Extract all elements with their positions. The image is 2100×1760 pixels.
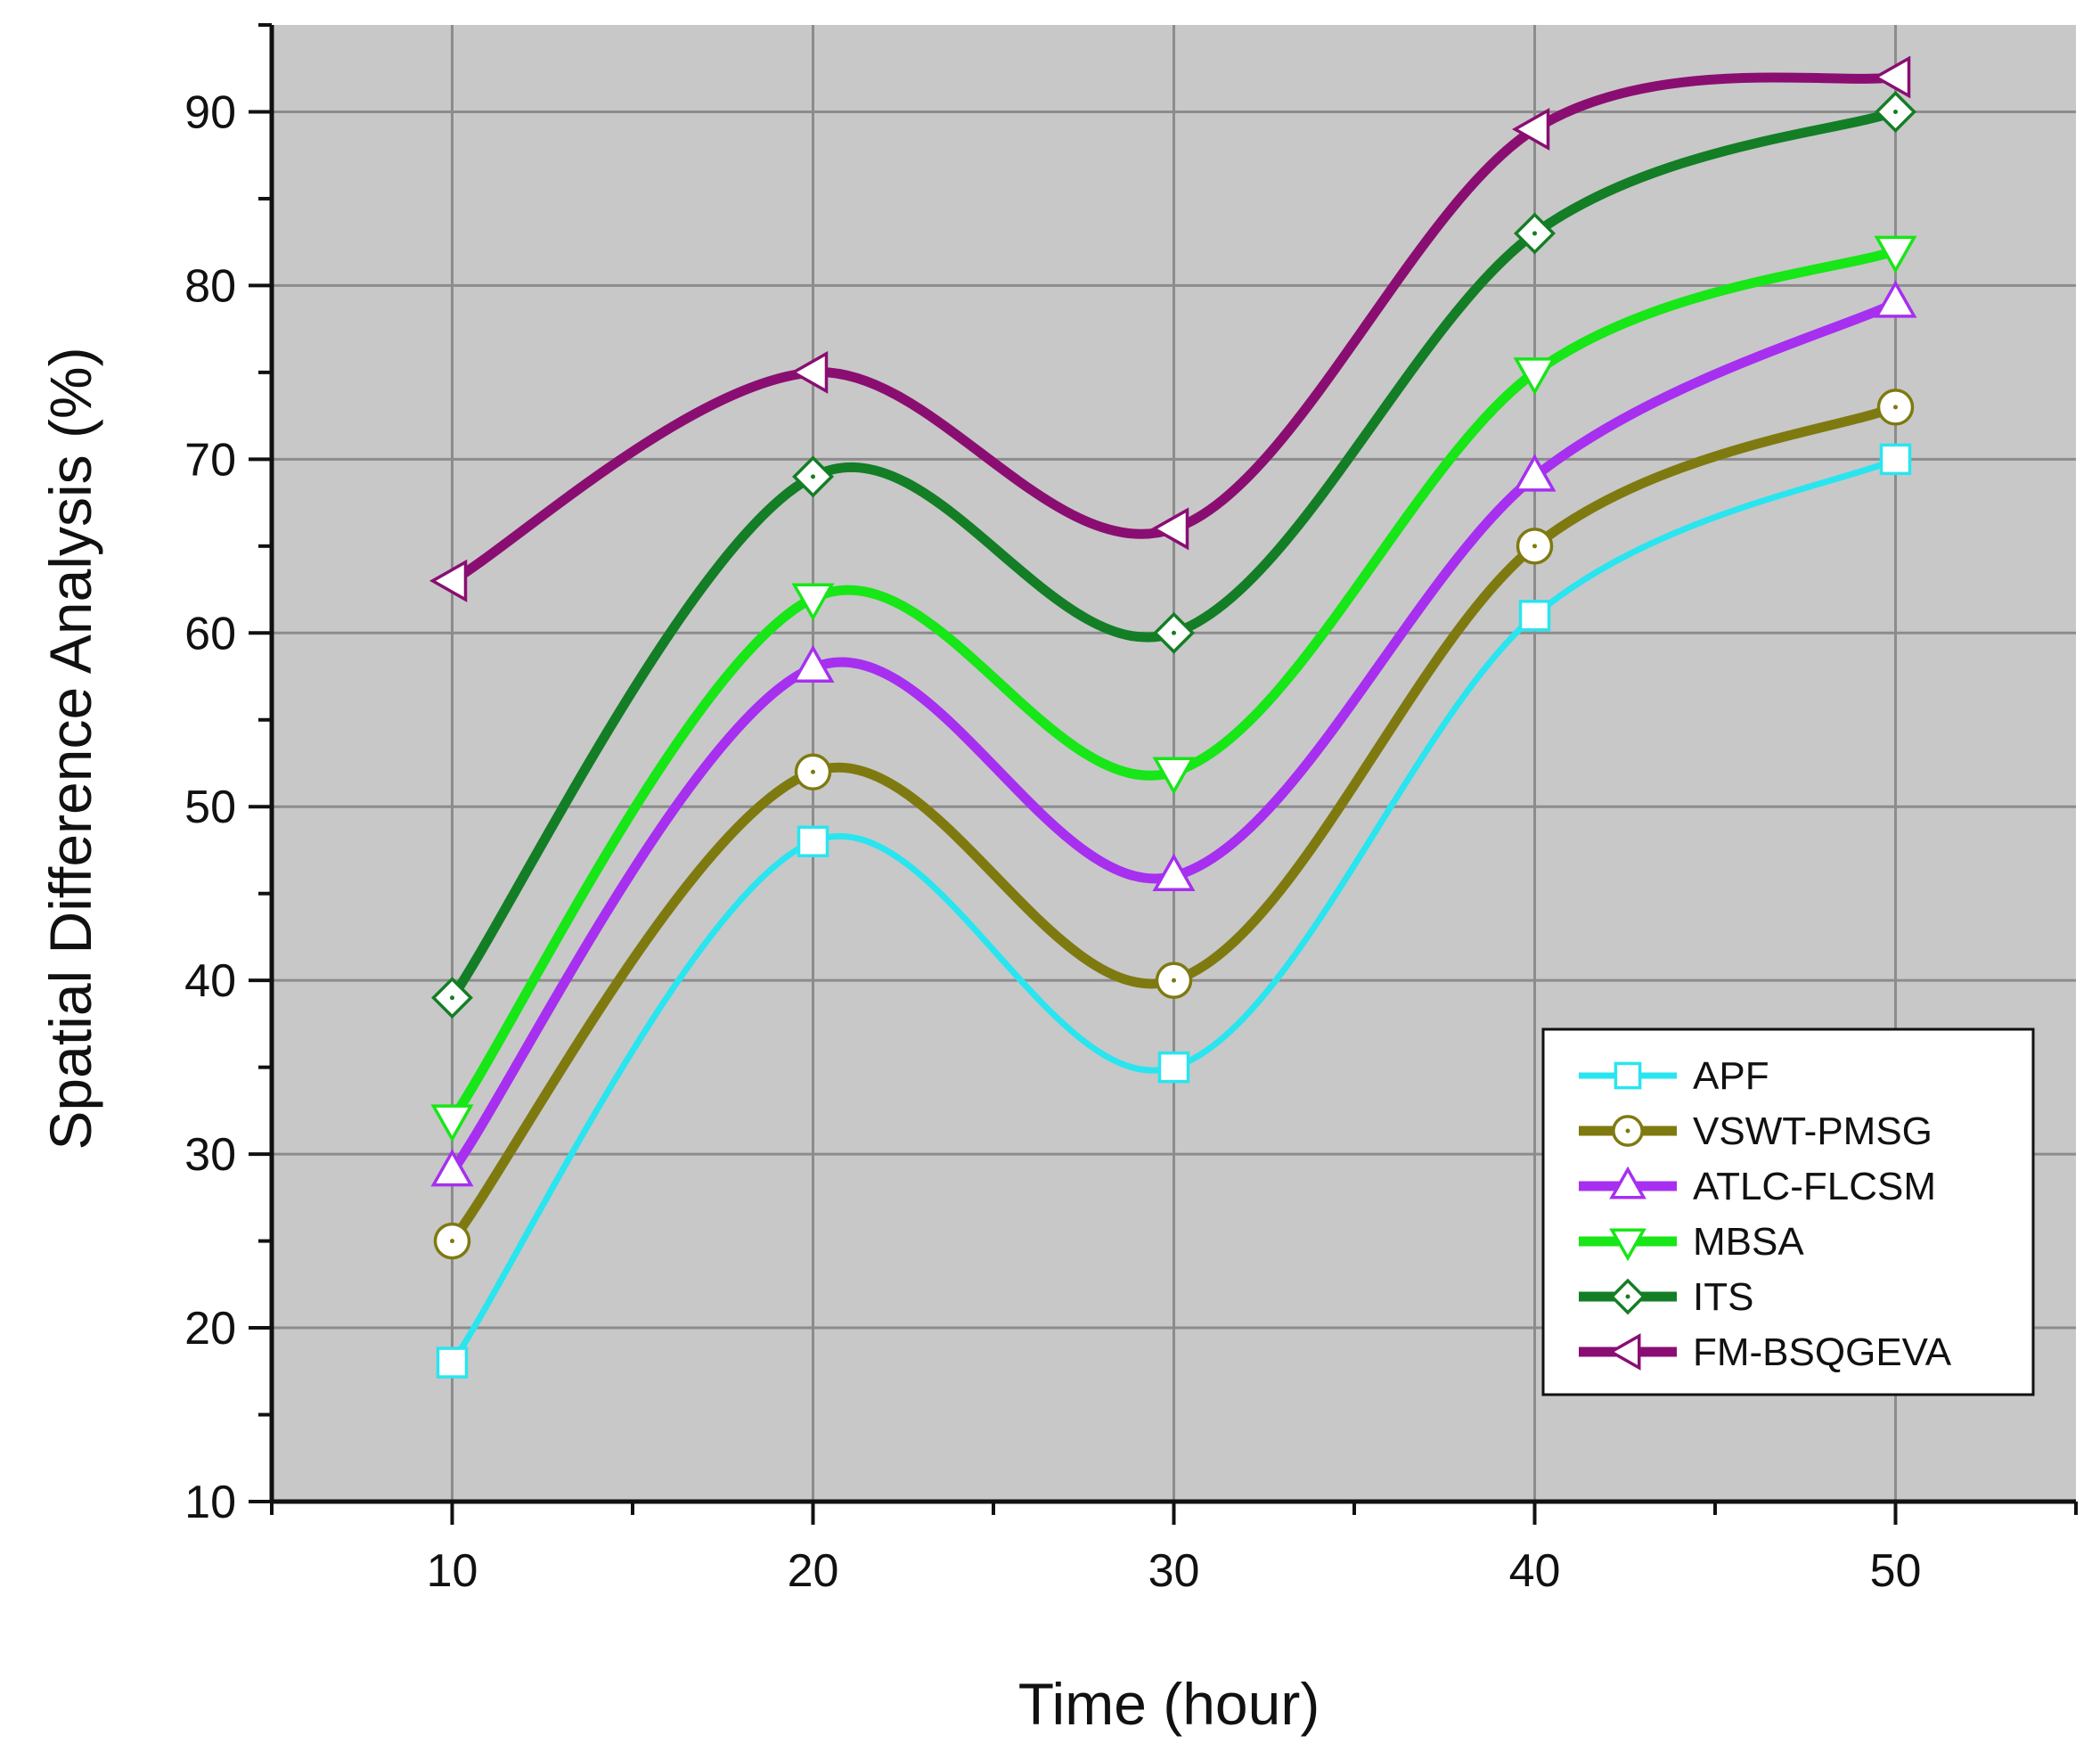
marker-outline — [1609, 1166, 1646, 1199]
marker-dot — [1172, 630, 1176, 635]
series-line — [447, 298, 1900, 1177]
y-axis-title: Spatial Difference Analysis (%) — [37, 347, 103, 1150]
data-marker — [791, 583, 835, 621]
x-tick-label: 30 — [1148, 1545, 1200, 1597]
data-marker — [1153, 611, 1195, 654]
marker-outline — [791, 644, 835, 684]
data-marker — [1875, 90, 1916, 133]
marker-dot — [811, 474, 815, 479]
x-tick-label: 50 — [1870, 1545, 1922, 1597]
marker-dot — [450, 1239, 454, 1244]
marker-outline — [1872, 55, 1911, 99]
marker-outline — [1513, 454, 1557, 492]
marker-outline — [430, 1149, 474, 1187]
data-marker — [794, 753, 832, 790]
data-marker — [1874, 280, 1917, 318]
data-marker — [1155, 962, 1193, 999]
data-marker — [1612, 1115, 1644, 1147]
legend-label: ITS — [1693, 1275, 1753, 1319]
data-marker — [430, 1104, 474, 1142]
axes: 10 20 30 40 50 10 20 30 40 50 60 70 80 90 — [184, 23, 2078, 1597]
marker-outline — [1874, 235, 1917, 274]
data-marker — [1513, 357, 1557, 396]
data-marker — [436, 1347, 469, 1379]
data-marker — [1157, 1051, 1190, 1084]
data-marker — [797, 825, 829, 857]
data-marker — [1874, 235, 1917, 274]
y-tick-label: 50 — [184, 782, 236, 833]
data-marker — [1516, 528, 1554, 565]
marker-dot — [450, 995, 454, 1001]
data-marker — [1511, 107, 1550, 151]
series-line — [447, 106, 1900, 1003]
marker-dot — [1625, 1128, 1630, 1134]
legend: APF VSWT-PMSG ATLC-FLCSM MBSA ITS FM-BSQGEVA — [1541, 1027, 2035, 1396]
y-tick-label: 70 — [184, 434, 236, 486]
marker-outline — [430, 1104, 474, 1142]
x-axis-title: Time (hour) — [1018, 1671, 1320, 1737]
y-tick-label: 10 — [184, 1477, 236, 1528]
y-tick-label: 80 — [184, 260, 236, 312]
data-marker — [792, 455, 834, 498]
data-marker — [1609, 1228, 1646, 1262]
data-marker — [1150, 507, 1189, 551]
data-marker — [1609, 1166, 1646, 1199]
marker-outline — [1513, 357, 1557, 396]
legend-label: ATLC-FLCSM — [1693, 1165, 1936, 1208]
marker-outline — [429, 559, 468, 602]
data-marker — [433, 1222, 471, 1260]
y-tick-label: 40 — [184, 955, 236, 1007]
marker-outline — [1152, 853, 1196, 891]
data-marker — [1514, 212, 1556, 255]
data-marker — [429, 559, 468, 602]
data-marker — [430, 1149, 474, 1187]
x-tick-label: 10 — [427, 1545, 478, 1597]
legend-label: VSWT-PMSG — [1693, 1109, 1932, 1153]
series-line — [449, 455, 1899, 1366]
y-tick-label: 20 — [184, 1303, 236, 1355]
y-tick-label: 60 — [184, 608, 236, 659]
data-marker — [1518, 600, 1551, 632]
marker-dot — [1893, 109, 1898, 114]
marker-outline — [1609, 1228, 1646, 1262]
x-tick-label: 20 — [788, 1545, 839, 1597]
marker-dot — [1625, 1294, 1630, 1299]
data-marker — [431, 977, 473, 1019]
marker-outline — [1607, 1333, 1641, 1371]
data-marker — [791, 644, 835, 684]
y-tick-label: 30 — [184, 1129, 236, 1181]
marker-outline — [1150, 507, 1189, 551]
legend-box — [1541, 1027, 2035, 1396]
y-tick-label: 90 — [184, 86, 236, 138]
marker-dot — [1172, 978, 1176, 983]
marker-dot — [1532, 544, 1537, 549]
data-marker — [1614, 1061, 1642, 1090]
marker-dot — [811, 769, 815, 774]
series-line — [447, 245, 1900, 1125]
legend-label: MBSA — [1693, 1220, 1804, 1264]
data-markers — [429, 55, 1917, 1379]
data-marker — [1513, 454, 1557, 492]
marker-outline — [1511, 107, 1550, 151]
marker-outline — [1874, 280, 1917, 318]
data-marker — [1152, 757, 1196, 795]
data-marker — [1609, 1278, 1646, 1315]
data-marker — [1607, 1333, 1641, 1371]
legend-label: APF — [1693, 1054, 1769, 1098]
data-marker — [1879, 443, 1912, 476]
data-marker — [789, 350, 829, 394]
marker-outline — [789, 350, 829, 394]
marker-outline — [1152, 757, 1196, 795]
data-marker — [1876, 389, 1915, 426]
x-tick-label: 40 — [1509, 1545, 1561, 1597]
marker-dot — [1893, 405, 1898, 410]
data-marker — [1152, 853, 1196, 891]
marker-dot — [1532, 231, 1537, 236]
legend-label: FM-BSQGEVA — [1693, 1330, 1952, 1374]
data-marker — [1872, 55, 1911, 99]
marker-outline — [791, 583, 835, 621]
